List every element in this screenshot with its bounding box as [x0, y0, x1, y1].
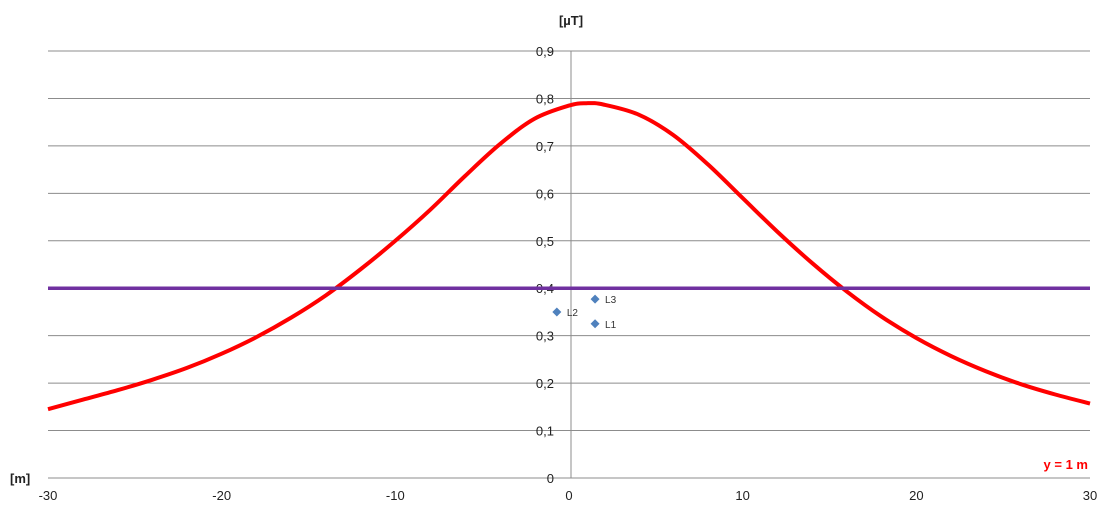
- data-point-label: L3: [605, 295, 617, 306]
- x-tick-label: 30: [1083, 488, 1097, 503]
- axes: [48, 51, 1090, 479]
- x-axis-unit: [m]: [10, 471, 30, 486]
- data-point-l2: [552, 307, 562, 317]
- data-point-label: L2: [567, 308, 579, 319]
- x-tick-label: -10: [386, 488, 405, 503]
- x-tick-labels: -30 -20 -10 0 10 20 30: [39, 488, 1098, 503]
- x-tick-label: 20: [909, 488, 923, 503]
- grid: [48, 50, 1090, 432]
- x-tick-label: 0: [565, 488, 572, 503]
- points: L1 L2 L3: [552, 294, 617, 331]
- y-tick-label: 0,5: [536, 234, 554, 249]
- series-line-red: [47, 101, 1091, 412]
- x-tick-label: -20: [212, 488, 231, 503]
- y-tick-label: 0,3: [536, 329, 554, 344]
- annotation-y-1m: y = 1 m: [1044, 457, 1088, 472]
- data-point-label: L1: [605, 320, 617, 331]
- x-tick-label: 10: [735, 488, 749, 503]
- series: [47, 101, 1091, 412]
- y-tick-label: 0,8: [536, 91, 554, 106]
- y-axis-unit: [µT]: [559, 13, 583, 28]
- y-tick-label: 0,6: [536, 186, 554, 201]
- x-tick-label: -30: [39, 488, 58, 503]
- y-tick-label: 0,2: [536, 376, 554, 391]
- y-tick-label: 0,7: [536, 139, 554, 154]
- y-tick-label: 0,9: [536, 44, 554, 59]
- data-point-l3: [590, 294, 600, 304]
- y-tick-labels: 00,10,20,30,40,50,60,70,80,9: [536, 44, 554, 486]
- y-tick-label: 0: [547, 471, 554, 486]
- data-point-l1: [590, 319, 600, 329]
- y-tick-label: 0,1: [536, 424, 554, 439]
